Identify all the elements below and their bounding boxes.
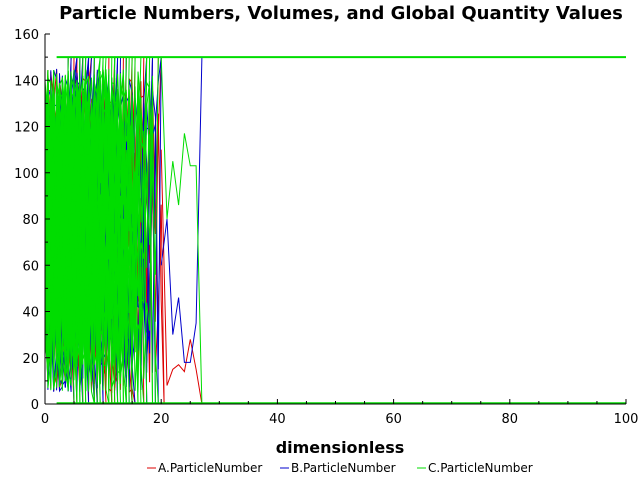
y-tick-label: 0 (31, 398, 39, 413)
y-tick-label: 160 (14, 28, 39, 43)
y-tick-label: 40 (22, 306, 39, 321)
x-tick-label: 80 (502, 412, 519, 427)
y-tick-label: 120 (14, 121, 39, 136)
series-line-C.ParticleNumber (44, 77, 626, 405)
x-axis-label: dimensionless (276, 438, 405, 457)
series-line-B.ParticleNumber (160, 57, 203, 363)
y-tick-label: 100 (14, 167, 39, 182)
legend: A.ParticleNumber B.ParticleNumber C.Partic… (147, 461, 533, 475)
axes: 0 20 40 60 80 100 120 140 160 0 20 40 60 80 100 (14, 28, 638, 427)
x-tick-label: 60 (385, 412, 402, 427)
legend-entry: A.ParticleNumber (158, 461, 262, 475)
series-line-C.ParticleNumber (44, 56, 626, 377)
chart-title: Particle Numbers, Volumes, and Global Qu… (59, 3, 623, 24)
y-tick-label: 140 (14, 74, 39, 89)
x-tick-label: 20 (153, 412, 170, 427)
x-tick-label: 0 (41, 412, 49, 427)
series-line-A.ParticleNumber (160, 149, 203, 405)
x-tick-label: 40 (269, 412, 286, 427)
legend-entry: B.ParticleNumber (291, 461, 396, 475)
plot-area (44, 56, 626, 405)
series-line-C.ParticleNumber (160, 57, 203, 405)
legend-entry: C.ParticleNumber (428, 461, 533, 475)
y-tick-label: 20 (22, 352, 39, 367)
y-tick-label: 60 (22, 259, 39, 274)
y-tick-label: 80 (22, 213, 39, 228)
x-tick-label: 100 (614, 412, 639, 427)
